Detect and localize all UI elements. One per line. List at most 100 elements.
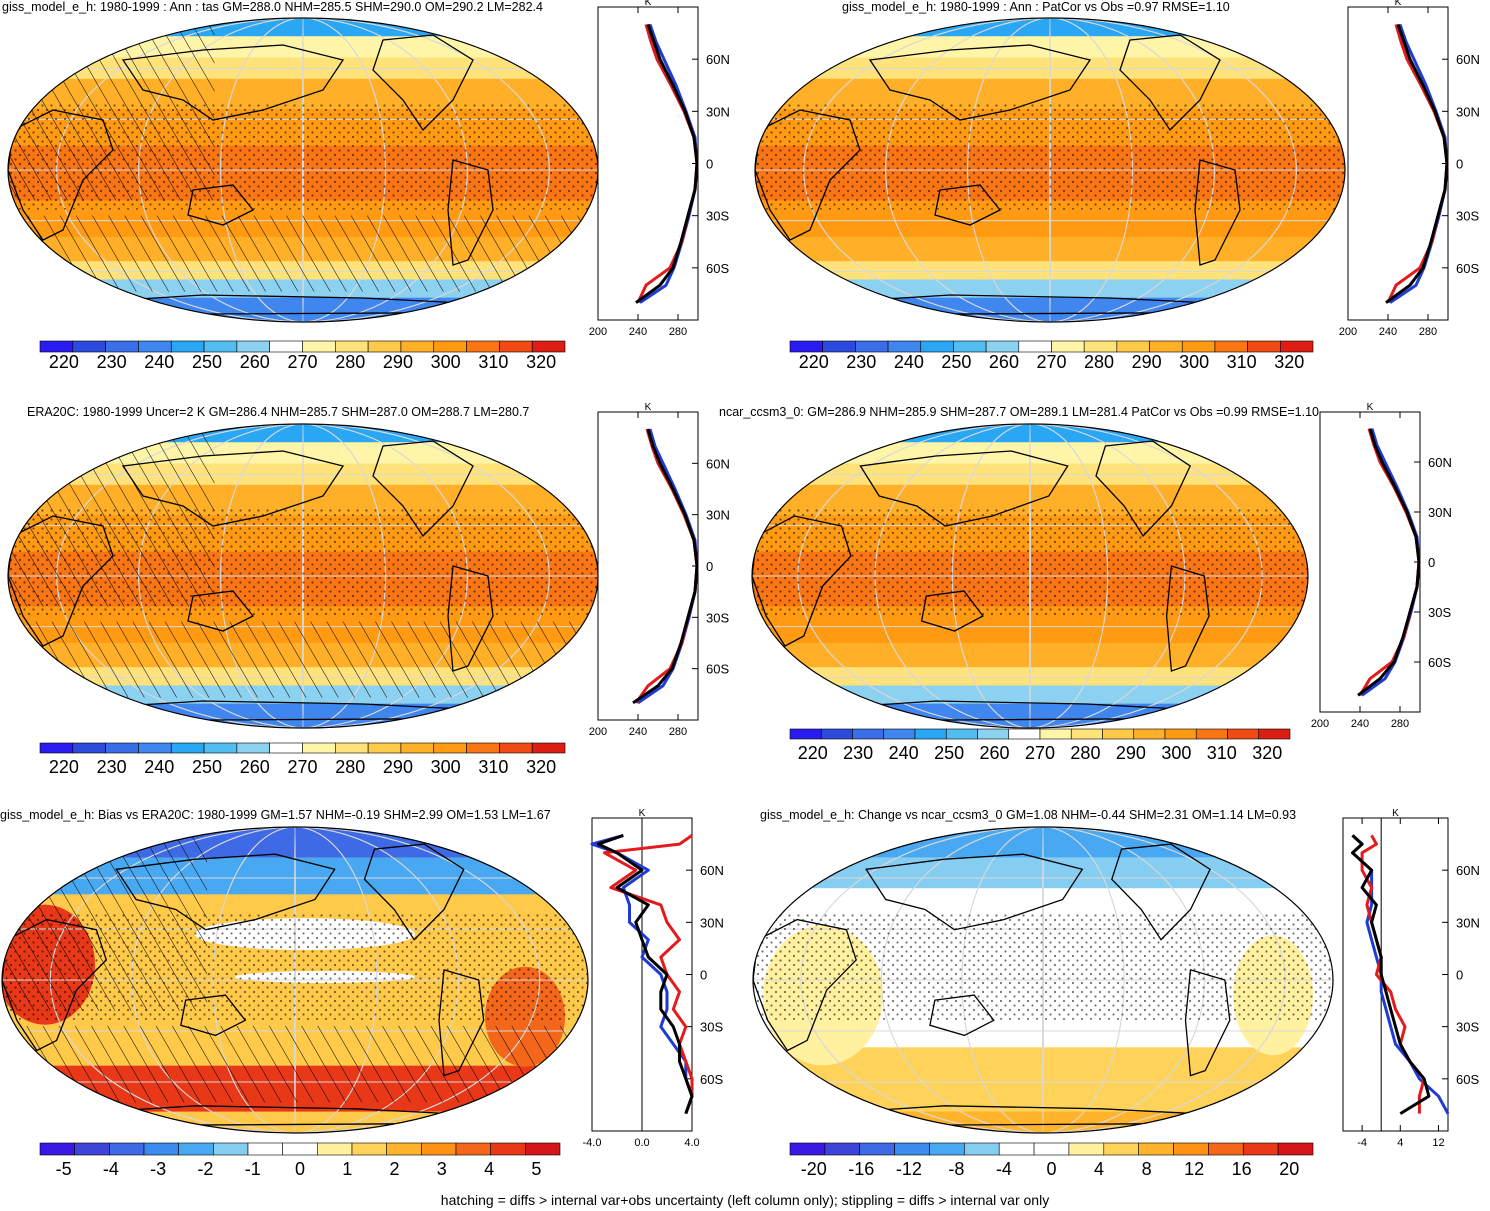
colorbar-swatch	[852, 728, 885, 740]
colorbar-swatch	[855, 340, 889, 353]
zonal-lat-label: 60S	[1456, 261, 1479, 276]
zonal-x-tick-label: 280	[1391, 718, 1409, 730]
map-panel-1	[7, 17, 599, 323]
colorbar-tick-label: -4	[996, 1159, 1012, 1179]
colorbar-tick-label: -16	[848, 1159, 874, 1179]
zonal-x-tick-label: 240	[629, 726, 647, 738]
colorbar-swatch	[302, 742, 336, 754]
colorbar-swatch	[531, 742, 566, 754]
colorbar-swatch	[138, 340, 172, 353]
colorbar-swatch	[466, 340, 500, 353]
colorbar-swatch	[317, 1142, 353, 1156]
map-panel-5	[1, 826, 589, 1134]
zonal-lat-label: 0	[700, 968, 707, 983]
colorbar-tick-label: 250	[934, 743, 964, 763]
zonal-x-tick-label: -4	[1357, 1137, 1367, 1149]
zonal-lat-label: 60N	[700, 863, 724, 878]
colorbar-swatch	[236, 742, 270, 754]
colorbar-tick-label: 4	[1094, 1159, 1104, 1179]
zonal-unit-label: K	[645, 402, 652, 413]
colorbar-swatch	[1102, 728, 1135, 740]
colorbar-tick-label: 250	[192, 757, 222, 777]
zonal-mean-line	[1385, 23, 1449, 304]
colorbar-tick-label: 240	[889, 743, 919, 763]
colorbar-swatch	[72, 742, 106, 754]
zonal-x-tick-label: 4	[1397, 1137, 1403, 1149]
colorbar-tick-label: 220	[49, 757, 79, 777]
zonal-lat-label: 60S	[1428, 655, 1451, 670]
zonal-lat-label: 60S	[1456, 1072, 1479, 1087]
zonal-lat-label: 30S	[706, 209, 729, 224]
colorbar-swatch	[953, 340, 987, 353]
colorbar-swatch	[1277, 1142, 1314, 1156]
colorbar-swatch	[490, 1142, 526, 1156]
colorbar-swatch	[883, 728, 916, 740]
zonal-mean-plot-6: 60N 30N 0 30S 60S -4 4 12 K	[1342, 808, 1480, 1149]
colorbar-tick-label: 250	[192, 352, 222, 372]
colorbar-3: 220 230 240 250 260 270 280 290 300 310 320	[39, 742, 566, 777]
colorbar-tick-label: 290	[1116, 743, 1146, 763]
colorbar-swatch	[820, 728, 853, 740]
colorbar-swatch	[914, 728, 947, 740]
zonal-lat-label: 30S	[1456, 209, 1479, 224]
colorbar-swatch	[72, 340, 106, 353]
colorbar-tick-label: 300	[1161, 743, 1191, 763]
colorbar-swatch	[386, 1142, 422, 1156]
zonal-x-tick-label: 280	[669, 726, 687, 738]
zonal-mean-plot-5: 60N 30N 0 30S 60S -4.0 0.0 4.0 K	[583, 808, 724, 1149]
colorbar-swatch	[789, 340, 823, 353]
colorbar-tick-label: -8	[948, 1159, 964, 1179]
colorbar-tick-label: 240	[894, 352, 924, 372]
colorbar-2: 220 230 240 250 260 270 280 290 300 310 320	[789, 340, 1314, 372]
zonal-unit-label: K	[639, 808, 646, 819]
colorbar-swatch	[1039, 728, 1072, 740]
colorbar-tick-label: 310	[1227, 352, 1257, 372]
colorbar-swatch	[335, 340, 369, 353]
map-panel-4	[751, 423, 1309, 729]
colorbar-tick-label: 8	[1142, 1159, 1152, 1179]
zonal-lat-label: 60N	[706, 456, 730, 471]
colorbar-swatch	[945, 728, 978, 740]
footer-note: hatching = diffs > internal var+obs unce…	[440, 1192, 1050, 1208]
colorbar-tick-label: 12	[1184, 1159, 1204, 1179]
zonal-lat-label: 0	[1428, 555, 1435, 570]
panel-title-2: giss_model_e_h: 1980-1999 : Ann : PatCor…	[842, 0, 1230, 14]
colorbar-swatch	[1083, 340, 1118, 353]
colorbar-tick-label: 290	[383, 757, 413, 777]
colorbar-swatch	[822, 340, 856, 353]
colorbar-tick-label: 280	[1084, 352, 1114, 372]
zonal-lat-label: 30N	[1428, 505, 1452, 520]
colorbar-swatch	[400, 340, 435, 353]
colorbar-swatch	[302, 340, 336, 353]
zonal-x-tick-label: -4.0	[583, 1137, 602, 1149]
colorbar-swatch	[282, 1142, 318, 1156]
zonal-lat-label: 30S	[700, 1020, 723, 1035]
colorbar-tick-label: 230	[843, 743, 873, 763]
colorbar-swatch	[1051, 340, 1085, 353]
colorbar-swatch	[1033, 1142, 1070, 1156]
colorbar-swatch	[269, 340, 303, 353]
zonal-lat-label: 60S	[706, 261, 729, 276]
colorbar-swatch	[1195, 728, 1228, 740]
colorbar-swatch	[894, 1142, 930, 1156]
zonal-mean-line	[632, 428, 699, 705]
colorbar-swatch	[1164, 728, 1197, 740]
colorbar-tick-label: 16	[1232, 1159, 1252, 1179]
colorbar-tick-label: -5	[56, 1159, 72, 1179]
panel-title-6: giss_model_e_h: Change vs ncar_ccsm3_0 G…	[760, 808, 1297, 822]
colorbar-swatch	[367, 742, 402, 754]
colorbar-tick-label: 270	[287, 757, 317, 777]
colorbar-tick-label: 260	[240, 352, 270, 372]
colorbar-swatch	[1227, 728, 1260, 740]
colorbar-swatch	[247, 1142, 283, 1156]
colorbar-swatch	[367, 340, 402, 353]
zonal-mean-plot-3: 60N 30N 0 30S 60S 200 240 280 K	[589, 402, 730, 738]
colorbar-swatch	[1280, 340, 1314, 353]
zonal-lat-label: 60S	[706, 662, 729, 677]
zonal-lat-label: 0	[706, 559, 713, 574]
colorbar-swatch	[887, 340, 922, 353]
zonal-mean-line	[603, 834, 694, 1115]
colorbar-swatch	[824, 1142, 861, 1156]
colorbar-swatch	[1258, 728, 1291, 740]
